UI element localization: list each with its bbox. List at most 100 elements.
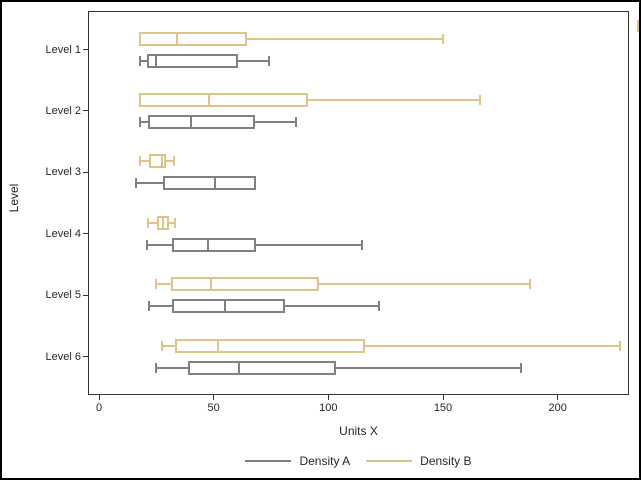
- whisker-line-right: [254, 120, 297, 123]
- median-line: [206, 237, 209, 252]
- plot-frame: [88, 11, 629, 395]
- whisker-cap-max: [529, 279, 532, 290]
- median-line: [217, 338, 220, 353]
- box-iqr: [172, 299, 285, 314]
- whisker-line-left: [148, 221, 158, 224]
- box-iqr: [149, 154, 166, 169]
- whisker-cap-max: [442, 33, 444, 44]
- y-tick-label: Level 2: [45, 104, 81, 117]
- whisker-cap-min: [139, 55, 142, 66]
- whisker-cap-min: [139, 116, 142, 127]
- legend-item-density-a: Density A: [245, 454, 350, 468]
- x-tick-label: 100: [319, 402, 338, 414]
- whisker-cap-max: [360, 239, 363, 250]
- y-tick-label: Level 4: [45, 227, 81, 240]
- whisker-cap-max: [618, 340, 621, 351]
- whisker-cap-min: [147, 217, 150, 228]
- whisker-line-right: [237, 59, 269, 62]
- y-tick: [83, 233, 88, 235]
- whisker-cap-min: [155, 279, 158, 290]
- y-axis-title: Level: [7, 183, 21, 213]
- legend-label-density-b: Density B: [420, 454, 472, 468]
- whisker-line-left: [156, 366, 189, 369]
- box-iqr: [174, 338, 366, 353]
- median-line: [210, 277, 213, 292]
- y-tick: [83, 110, 88, 112]
- y-tick-label: Level 3: [45, 166, 81, 179]
- x-tick-label: 0: [95, 402, 103, 414]
- whisker-line-left: [162, 344, 175, 347]
- y-tick: [83, 356, 88, 357]
- whisker-line-right: [365, 344, 620, 347]
- y-tick-label: Level 1: [45, 43, 81, 56]
- whisker-line-left: [140, 160, 150, 163]
- whisker-cap-min: [134, 178, 137, 189]
- whisker-line-left: [156, 283, 172, 286]
- whisker-line-right: [319, 283, 531, 286]
- x-tick: [442, 395, 444, 400]
- legend: Density A Density B: [88, 452, 629, 470]
- y-tick-label: Level 6: [45, 350, 81, 363]
- box-iqr: [148, 114, 255, 129]
- legend-item-density-b: Density B: [366, 454, 472, 468]
- box-iqr: [172, 237, 257, 252]
- whisker-cap-max: [267, 55, 270, 66]
- x-axis-title: Units X: [339, 424, 378, 438]
- y-tick: [83, 171, 88, 173]
- median-line: [155, 53, 158, 68]
- whisker-cap-max: [377, 301, 380, 312]
- whisker-cap-max: [519, 362, 522, 373]
- y-tick-label: Level 5: [45, 289, 81, 302]
- x-tick: [327, 395, 329, 400]
- whisker-line-right: [165, 160, 174, 163]
- x-tick: [557, 395, 559, 400]
- whisker-line-left: [135, 182, 164, 185]
- median-line: [237, 360, 240, 375]
- whisker-line-right: [246, 37, 443, 40]
- whisker-line-right: [256, 243, 362, 246]
- x-tick-label: 150: [433, 402, 453, 414]
- legend-line-swatch-density-b: [366, 460, 413, 462]
- median-line: [175, 31, 178, 46]
- window-edge-artifact: [637, 20, 641, 32]
- whisker-cap-min: [139, 156, 142, 167]
- whisker-line-left: [147, 243, 173, 246]
- box-iqr: [171, 277, 320, 292]
- box-iqr: [163, 176, 257, 191]
- box-iqr: [139, 92, 308, 107]
- y-tick: [83, 49, 88, 50]
- box-iqr: [188, 360, 337, 375]
- median-line: [224, 299, 227, 314]
- x-tick-label: 200: [548, 402, 567, 414]
- median-line: [189, 114, 192, 129]
- whisker-cap-max: [173, 217, 176, 228]
- whisker-line-right: [168, 221, 175, 224]
- whisker-cap-max: [295, 116, 298, 127]
- y-tick: [83, 294, 88, 296]
- whisker-line-left: [140, 120, 149, 123]
- legend-line-swatch-density-a: [245, 460, 292, 462]
- whisker-cap-min: [148, 301, 151, 312]
- median-line: [161, 154, 164, 169]
- legend-label-density-a: Density A: [299, 454, 351, 468]
- median-line: [208, 92, 211, 107]
- whisker-cap-min: [161, 340, 164, 351]
- whisker-cap-min: [155, 362, 158, 373]
- whisker-line-left: [149, 305, 173, 308]
- x-tick: [98, 395, 100, 400]
- median-line: [213, 176, 216, 191]
- whisker-line-right: [307, 98, 480, 101]
- box-iqr: [139, 31, 247, 46]
- whisker-line-right: [284, 305, 379, 308]
- x-tick: [213, 395, 215, 400]
- median-line: [162, 215, 165, 230]
- whisker-line-right: [336, 366, 521, 369]
- whisker-cap-max: [172, 156, 175, 167]
- box-iqr: [147, 53, 238, 68]
- whisker-cap-max: [478, 94, 481, 105]
- whisker-cap-min: [146, 239, 149, 250]
- whisker-line-left: [140, 59, 148, 62]
- x-tick-label: 50: [207, 402, 220, 414]
